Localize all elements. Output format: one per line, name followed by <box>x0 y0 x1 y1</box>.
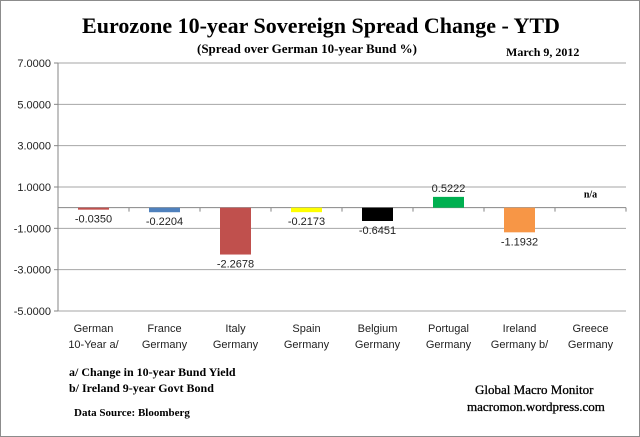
x-tick-label: Italy <box>225 323 246 335</box>
bar-belgium <box>362 207 393 221</box>
data-label: n/a <box>584 190 597 201</box>
data-label: -1.1932 <box>501 236 538 248</box>
y-tick-label: -5.0000 <box>14 306 51 318</box>
chart-date: March 9, 2012 <box>506 45 580 59</box>
x-tick-label: Germany <box>426 339 472 351</box>
x-tick-label: Portugal <box>428 323 469 335</box>
data-label: -0.2204 <box>146 216 183 228</box>
x-tick-label: Germany <box>142 339 188 351</box>
bar-spain <box>291 207 322 213</box>
x-tick-label: Spain <box>292 323 320 335</box>
x-tick-label: Belgium <box>358 323 398 335</box>
data-label: 0.5222 <box>432 183 466 195</box>
x-tick-label: France <box>147 323 181 335</box>
chart-subtitle: (Spread over German 10-year Bund %) <box>197 41 417 56</box>
data-label: -0.6451 <box>359 225 396 237</box>
brand-name: Global Macro Monitor <box>475 382 594 397</box>
y-tick-label: -3.0000 <box>14 265 51 277</box>
data-label: -2.2678 <box>217 259 254 271</box>
x-tick-label: Germany <box>213 339 259 351</box>
y-tick-label: 7.0000 <box>17 58 51 70</box>
y-tick-label: 1.0000 <box>17 182 51 194</box>
bar-italy <box>220 207 251 255</box>
chart-title: Eurozone 10-year Sovereign Spread Change… <box>82 13 560 38</box>
y-tick-label: 5.0000 <box>17 99 51 111</box>
bar-portugal <box>433 196 464 208</box>
data-label: -0.2173 <box>288 216 325 228</box>
x-tick-label: Ireland <box>503 323 537 335</box>
brand-site: macromon.wordpress.com <box>467 399 605 414</box>
data-source: Data Source: Bloomberg <box>74 407 190 419</box>
footnote-a: a/ Change in 10-year Bund Yield <box>69 365 236 379</box>
y-tick-label: -1.0000 <box>14 223 51 235</box>
x-tick-label: German <box>74 323 114 335</box>
bar-france <box>149 207 180 213</box>
data-label: -0.0350 <box>75 214 112 226</box>
x-tick-label: Germany b/ <box>491 339 549 351</box>
bar-german <box>78 207 109 210</box>
x-tick-label: Germany <box>355 339 401 351</box>
y-tick-label: 3.0000 <box>17 141 51 153</box>
bar-ireland <box>504 207 535 233</box>
x-tick-label: Greece <box>572 323 608 335</box>
footnote-b: b/ Ireland 9-year Govt Bond <box>69 381 214 395</box>
x-tick-label: Germany <box>284 339 330 351</box>
x-tick-label: Germany <box>568 339 614 351</box>
x-tick-label: 10-Year a/ <box>68 339 119 351</box>
